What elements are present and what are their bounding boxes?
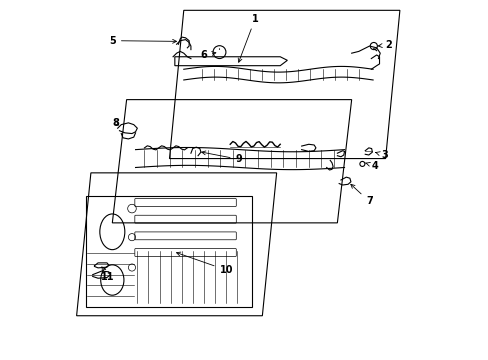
Text: 10: 10 — [176, 252, 232, 275]
Text: 4: 4 — [365, 161, 377, 171]
Text: 3: 3 — [375, 150, 387, 160]
Text: 1: 1 — [238, 14, 258, 62]
Text: 6: 6 — [200, 50, 215, 60]
Text: 8: 8 — [112, 118, 119, 128]
Text: 2: 2 — [378, 40, 391, 50]
Text: 9: 9 — [201, 151, 242, 164]
Text: 5: 5 — [109, 36, 176, 46]
Text: 11: 11 — [101, 267, 115, 282]
Text: 7: 7 — [350, 184, 372, 206]
